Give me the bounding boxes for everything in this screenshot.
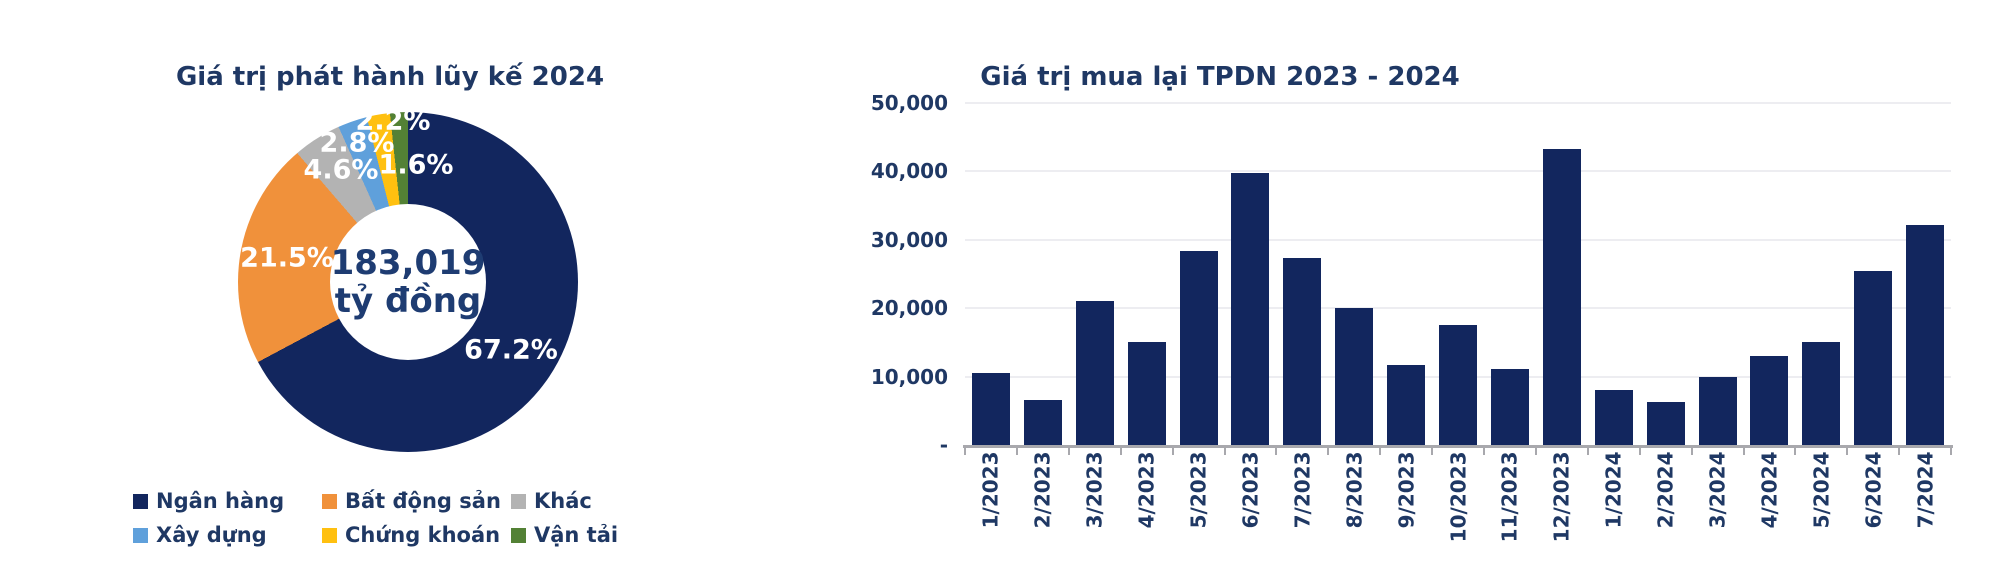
bar-4/2024 <box>1750 356 1789 445</box>
legend-label: Khác <box>534 489 592 513</box>
gridline <box>965 307 1952 310</box>
bar-3/2024 <box>1698 376 1737 445</box>
bar-6/2024 <box>1854 270 1893 445</box>
donut-center-unit: tỷ đồng <box>334 281 482 321</box>
bar-12/2023 <box>1542 148 1581 445</box>
x-axis-label-4/2023: 4/2023 <box>1134 451 1159 529</box>
legend-label: Chứng khoán <box>345 523 501 547</box>
legend-swatch <box>133 493 148 509</box>
bar-chart-title: Giá trị mua lại TPDN 2023 - 2024 <box>980 61 1460 92</box>
x-axis-label-1/2023: 1/2023 <box>978 451 1003 529</box>
x-axis-label-1/2024: 1/2024 <box>1601 451 1626 529</box>
y-axis-tick-label: 40,000 <box>870 159 948 184</box>
legend-item: Ngân hàng <box>133 490 284 512</box>
legend-label: Ngân hàng <box>156 489 285 513</box>
legend-swatch <box>511 493 526 509</box>
x-axis-label-9/2023: 9/2023 <box>1394 451 1419 529</box>
x-axis-tick <box>1794 447 1797 455</box>
legend-swatch <box>322 493 337 509</box>
x-axis-tick <box>1067 447 1070 455</box>
x-axis-label-5/2024: 5/2024 <box>1809 451 1834 529</box>
x-axis-tick <box>1431 447 1434 455</box>
legend-label: Vận tải <box>534 523 619 547</box>
bar-11/2023 <box>1490 369 1529 445</box>
bar-8/2023 <box>1335 308 1374 445</box>
slice-label-5: 2.2% <box>355 105 431 137</box>
x-axis-tick <box>1119 447 1122 455</box>
x-axis-label-6/2024: 6/2024 <box>1861 451 1886 529</box>
x-axis-tick <box>1483 447 1485 455</box>
x-axis-label-3/2023: 3/2023 <box>1082 451 1107 529</box>
legend-label: Bất động sản <box>345 489 501 513</box>
bar-6/2023 <box>1231 172 1270 445</box>
donut-center: 183,019 tỷ đồng <box>330 204 486 360</box>
bar-2/2023 <box>1023 399 1062 445</box>
x-axis-label-8/2023: 8/2023 <box>1342 451 1367 529</box>
x-axis-tick <box>1171 447 1174 455</box>
x-axis-tick <box>1327 447 1330 455</box>
slice-label-4: 2.8% <box>319 127 395 159</box>
donut-chart-title: Giá trị phát hành lũy kế 2024 <box>175 61 605 92</box>
legend-item: Xây dựng <box>133 524 267 546</box>
bar-2/2024 <box>1646 401 1685 445</box>
slice-label-3: 4.6% <box>303 154 379 186</box>
bar-10/2023 <box>1439 324 1478 445</box>
slice-label-1: 67.2% <box>464 334 558 366</box>
x-axis-tick <box>1223 447 1226 455</box>
bar-9/2023 <box>1387 364 1426 445</box>
x-axis-label-10/2023: 10/2023 <box>1446 451 1471 543</box>
x-axis-tick <box>1950 447 1953 455</box>
x-axis-label-4/2024: 4/2024 <box>1757 451 1782 529</box>
legend-swatch <box>322 527 337 543</box>
x-axis-tick <box>964 447 966 455</box>
x-axis-tick <box>1015 447 1018 455</box>
legend-swatch <box>133 527 148 543</box>
y-axis-tick-label: 10,000 <box>870 364 948 389</box>
x-axis-tick <box>1690 447 1693 455</box>
x-axis-tick <box>1275 447 1278 455</box>
slice-label-2: 21.5% <box>240 242 334 274</box>
bar-4/2023 <box>1127 342 1166 445</box>
x-axis-label-3/2024: 3/2024 <box>1705 451 1730 529</box>
x-axis-tick <box>1846 447 1849 455</box>
x-axis-tick <box>1638 447 1641 455</box>
x-axis-label-12/2023: 12/2023 <box>1549 451 1574 543</box>
bar-5/2023 <box>1179 250 1218 445</box>
bar-7/2024 <box>1906 224 1945 445</box>
legend-swatch <box>511 527 526 543</box>
x-axis-line <box>963 445 1954 448</box>
legend-item: Vận tải <box>511 524 618 546</box>
x-axis-tick <box>1586 447 1589 455</box>
legend-item: Chứng khoán <box>322 524 500 546</box>
slice-label-6: 1.6% <box>378 149 454 181</box>
y-axis-tick-label: 50,000 <box>870 91 948 115</box>
donut-center-value: 183,019 <box>330 243 486 283</box>
x-axis-label-5/2023: 5/2023 <box>1186 451 1211 529</box>
bar-1/2024 <box>1594 389 1633 445</box>
bar-1/2023 <box>971 373 1010 445</box>
y-axis-tick-label: - <box>939 433 948 457</box>
gridline <box>965 102 1952 104</box>
legend-item: Khác <box>511 490 592 512</box>
x-axis-label-6/2023: 6/2023 <box>1238 451 1263 529</box>
x-axis-label-7/2024: 7/2024 <box>1913 451 1938 529</box>
legend-item: Bất động sản <box>322 490 501 512</box>
x-axis-tick <box>1898 447 1901 455</box>
legend-label: Xây dựng <box>156 523 267 547</box>
x-axis-label-7/2023: 7/2023 <box>1290 451 1315 529</box>
x-axis-tick <box>1379 447 1382 455</box>
bar-5/2024 <box>1802 342 1841 445</box>
y-axis-tick-label: 20,000 <box>870 296 948 321</box>
gridline <box>965 238 1952 241</box>
bar-3/2023 <box>1075 301 1114 445</box>
x-axis-label-11/2023: 11/2023 <box>1497 451 1522 543</box>
x-axis-tick <box>1742 447 1745 455</box>
gridline <box>965 170 1952 173</box>
y-axis-tick-label: 30,000 <box>870 227 948 252</box>
x-axis-tick <box>1534 447 1537 455</box>
x-axis-label-2/2023: 2/2023 <box>1030 451 1055 529</box>
x-axis-label-2/2024: 2/2024 <box>1653 451 1678 529</box>
bar-7/2023 <box>1283 257 1322 445</box>
